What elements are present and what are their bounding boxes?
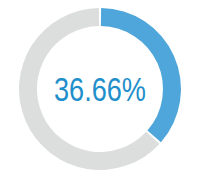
slice [19,8,159,170]
slices [19,8,181,170]
chart: 36.66% [0,0,200,180]
center-label: 36.66% [54,70,146,108]
